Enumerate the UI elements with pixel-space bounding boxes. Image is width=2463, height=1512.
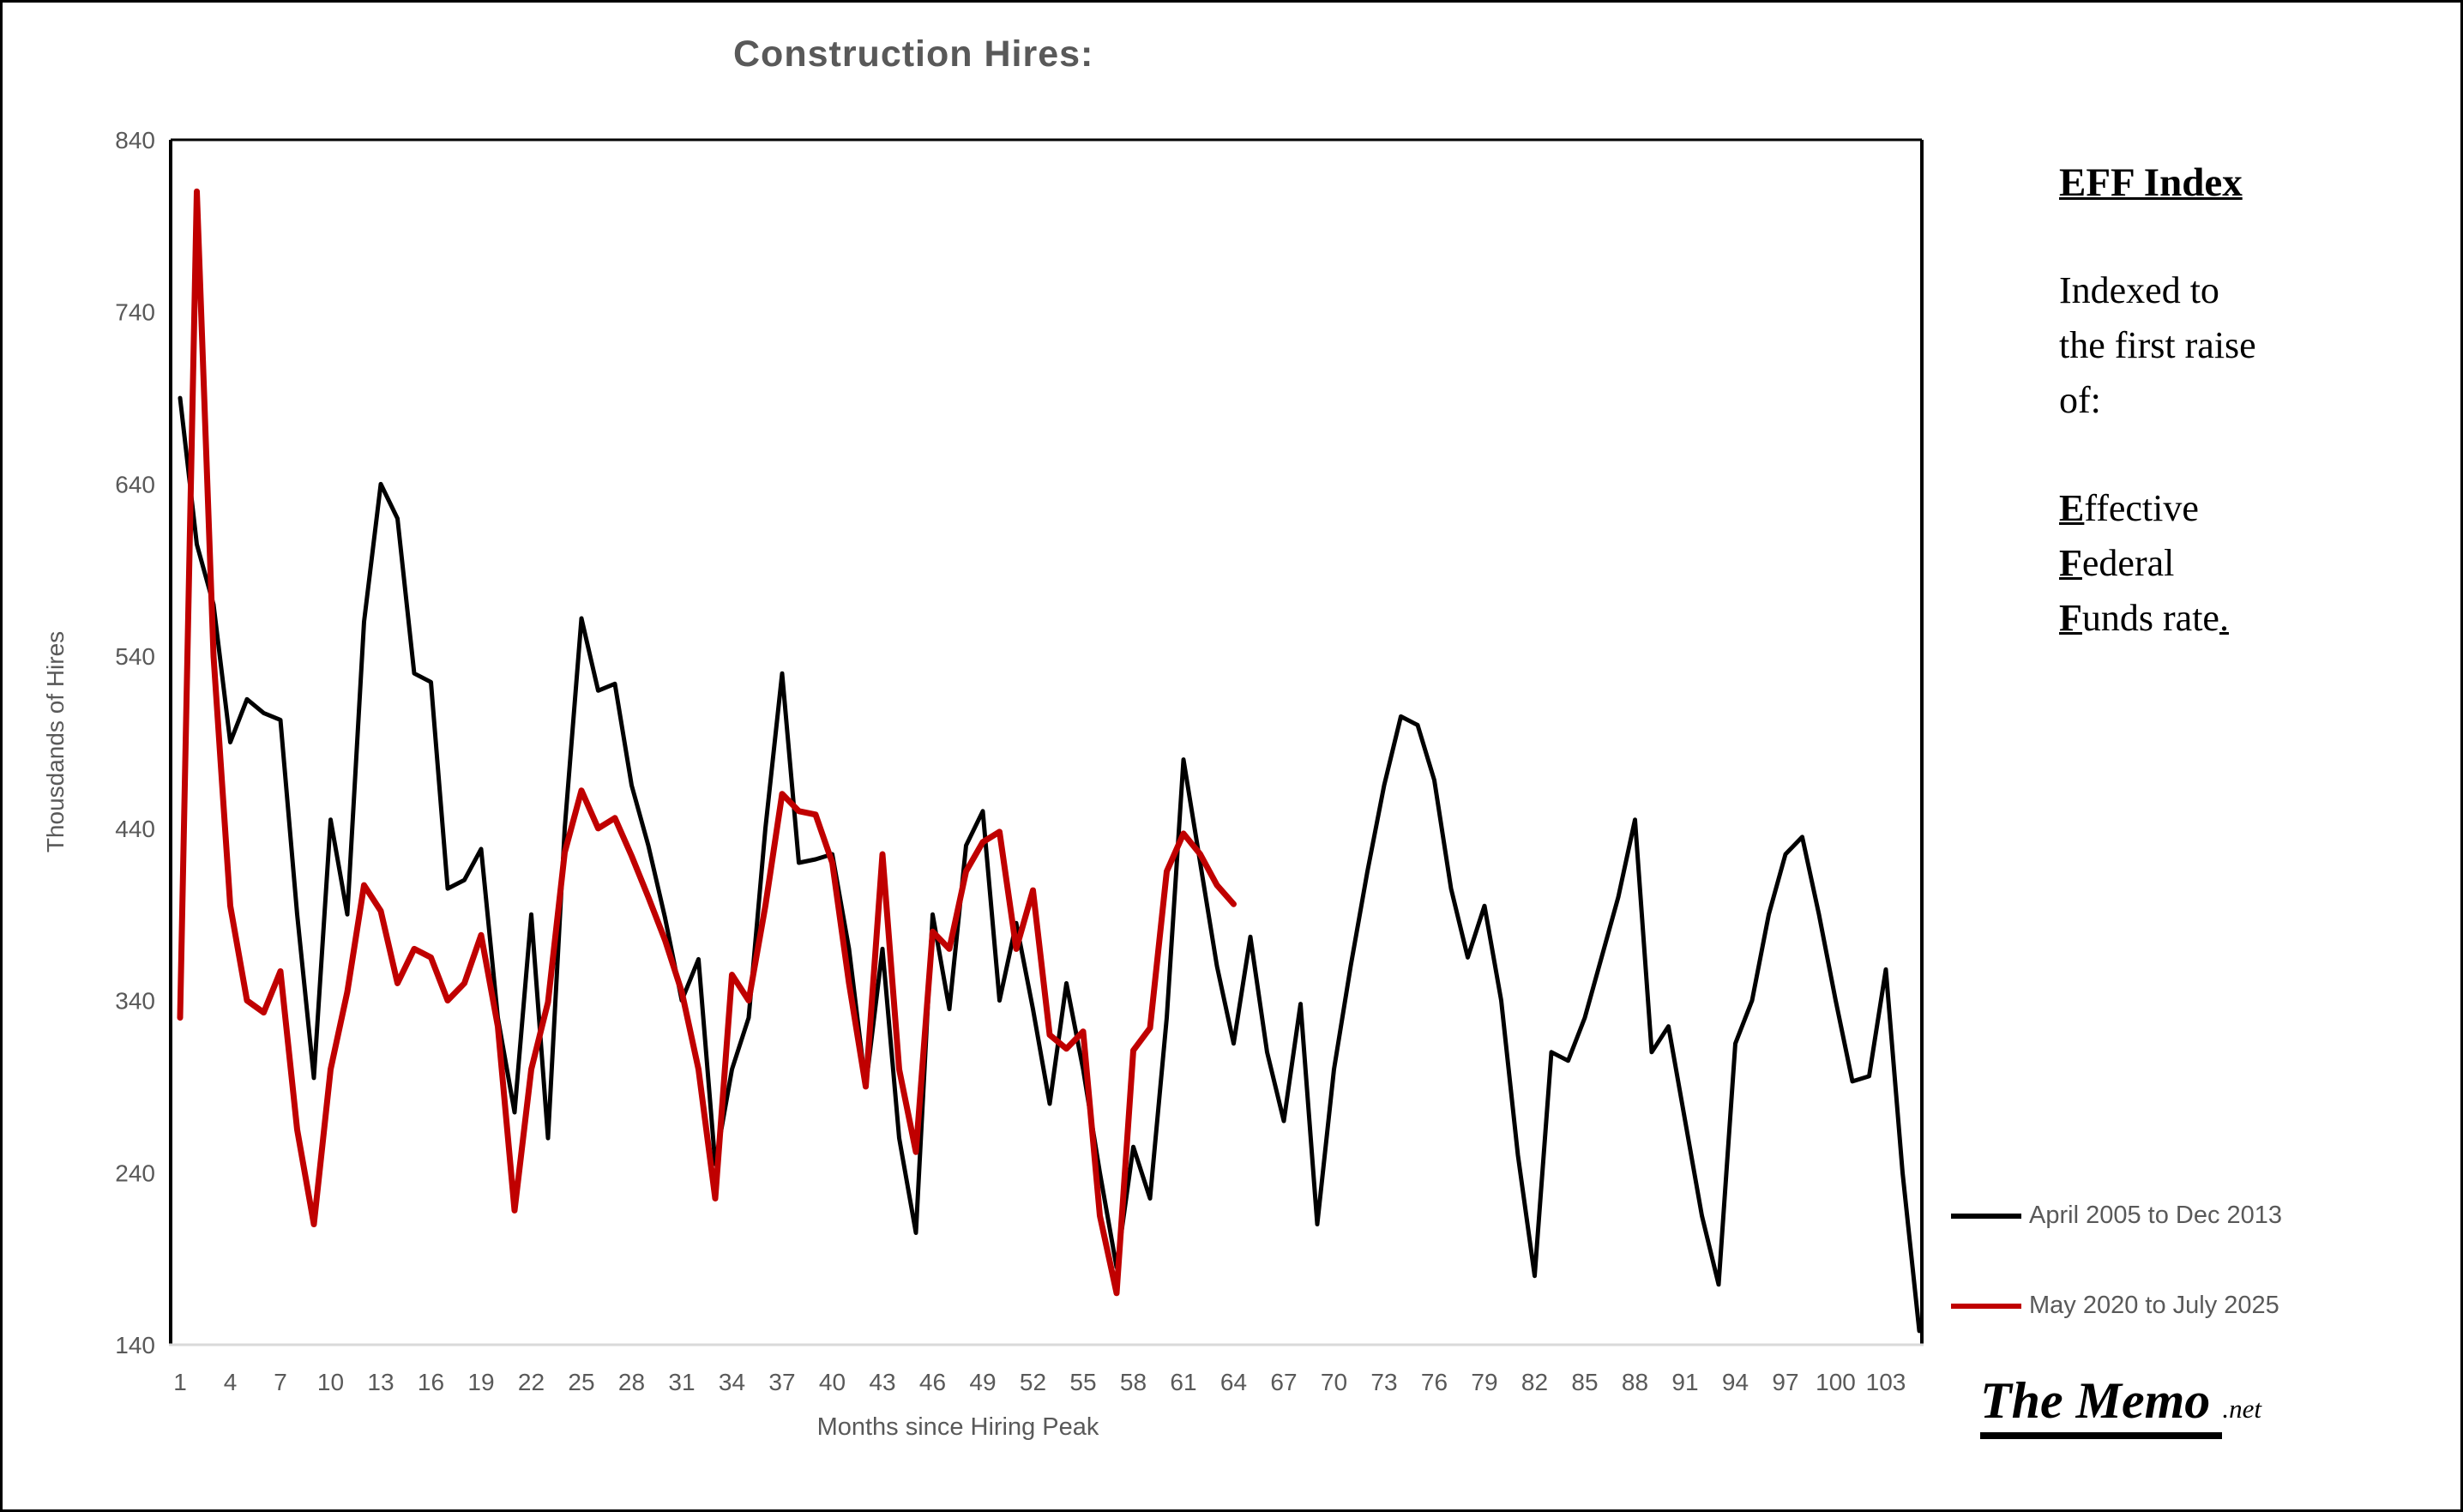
svg-text:61: 61 <box>1170 1369 1196 1395</box>
svg-text:85: 85 <box>1571 1369 1598 1395</box>
hires-line-chart: 840 740 640 540 440 340 240 140 1 4 7 10 13 16 19 22 25 2… <box>115 127 1924 1395</box>
svg-text:40: 40 <box>819 1369 846 1395</box>
y-axis-title: Thousdands of Hires <box>42 630 69 853</box>
svg-text:7: 7 <box>274 1369 287 1395</box>
svg-text:540: 540 <box>115 643 155 670</box>
svg-text:10: 10 <box>317 1369 344 1395</box>
svg-text:52: 52 <box>1020 1369 1046 1395</box>
svg-text:28: 28 <box>618 1369 645 1395</box>
svg-text:91: 91 <box>1671 1369 1698 1395</box>
svg-text:64: 64 <box>1220 1369 1247 1395</box>
legend-line-black-icon <box>1951 1213 2021 1219</box>
svg-text:76: 76 <box>1421 1369 1448 1395</box>
eff-note-effective-line: Effective <box>2059 487 2199 529</box>
svg-text:140: 140 <box>115 1332 155 1358</box>
legend-label: April 2005 to Dec 2013 <box>2029 1202 2283 1229</box>
svg-text:740: 740 <box>115 299 155 326</box>
eff-note-body-line: of: <box>2059 379 2101 421</box>
eff-note-body-line: the first raise <box>2059 324 2256 366</box>
svg-text:79: 79 <box>1471 1369 1497 1395</box>
eff-note-federal-line: Federal <box>2059 542 2175 584</box>
svg-text:94: 94 <box>1722 1369 1749 1395</box>
svg-text:49: 49 <box>969 1369 996 1395</box>
svg-text:31: 31 <box>668 1369 695 1395</box>
svg-text:340: 340 <box>115 988 155 1015</box>
svg-text:1: 1 <box>173 1369 187 1395</box>
legend-item-2005: April 2005 to Dec 2013 <box>1951 1202 2282 1230</box>
svg-text:43: 43 <box>869 1369 895 1395</box>
svg-text:13: 13 <box>367 1369 394 1395</box>
svg-text:97: 97 <box>1772 1369 1798 1395</box>
eff-note-body-line: Indexed to <box>2059 269 2219 311</box>
svg-text:19: 19 <box>467 1369 494 1395</box>
svg-text:58: 58 <box>1120 1369 1147 1395</box>
svg-text:440: 440 <box>115 816 155 842</box>
svg-text:37: 37 <box>768 1369 795 1395</box>
svg-text:100: 100 <box>1816 1369 1856 1395</box>
svg-text:22: 22 <box>518 1369 545 1395</box>
svg-text:640: 640 <box>115 471 155 497</box>
chart-title: Construction Hires: <box>733 33 1094 75</box>
svg-text:73: 73 <box>1370 1369 1397 1395</box>
svg-text:840: 840 <box>115 127 155 154</box>
svg-text:4: 4 <box>224 1369 238 1395</box>
svg-text:88: 88 <box>1622 1369 1648 1395</box>
svg-text:46: 46 <box>919 1369 946 1395</box>
chart-legend: April 2005 to Dec 2013 May 2020 to July … <box>1951 1202 2282 1382</box>
svg-text:103: 103 <box>1866 1369 1906 1395</box>
svg-text:70: 70 <box>1321 1369 1347 1395</box>
spacer <box>2059 428 2419 481</box>
legend-label: May 2020 to July 2025 <box>2029 1292 2279 1319</box>
svg-text:16: 16 <box>418 1369 444 1395</box>
the-memo-logo: The Memo .net <box>1980 1371 2261 1439</box>
legend-line-red-icon <box>1951 1303 2021 1309</box>
svg-text:25: 25 <box>568 1369 594 1395</box>
svg-text:34: 34 <box>719 1369 745 1395</box>
eff-note-funds-line: Funds rate. <box>2059 597 2229 639</box>
svg-text:67: 67 <box>1270 1369 1297 1395</box>
svg-text:55: 55 <box>1069 1369 1096 1395</box>
x-axis-title: Months since Hiring Peak <box>816 1413 1099 1441</box>
eff-index-note: EFF Index Indexed to the first raise of:… <box>2059 155 2419 646</box>
legend-item-2020: May 2020 to July 2025 <box>1951 1292 2282 1320</box>
eff-note-heading: EFF Index <box>2059 160 2243 205</box>
svg-text:82: 82 <box>1521 1369 1548 1395</box>
svg-text:240: 240 <box>115 1160 155 1186</box>
